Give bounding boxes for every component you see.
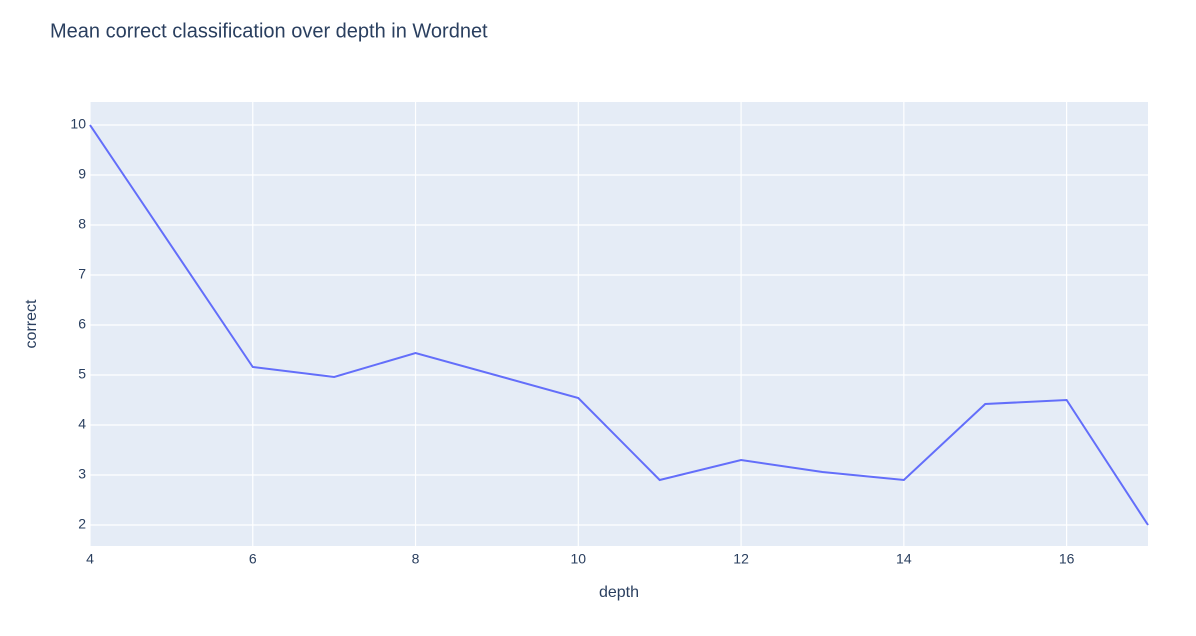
x-tick-label: 16 xyxy=(1059,551,1075,567)
y-tick-label: 4 xyxy=(78,416,86,432)
plot-area xyxy=(90,102,1148,546)
y-tick-label: 2 xyxy=(78,516,86,532)
x-tick-label: 14 xyxy=(896,551,912,567)
y-tick-label: 7 xyxy=(78,266,86,282)
x-tick-label: 4 xyxy=(86,551,94,567)
y-tick-label: 3 xyxy=(78,466,86,482)
x-tick-label: 8 xyxy=(412,551,420,567)
y-tick-label: 10 xyxy=(70,116,86,132)
chart-title: Mean correct classification over depth i… xyxy=(50,20,488,42)
y-tick-label: 8 xyxy=(78,216,86,232)
line-series xyxy=(89,124,1149,526)
y-axis-label: correct xyxy=(23,299,40,348)
y-tick-label: 6 xyxy=(78,316,86,332)
x-tick-label: 12 xyxy=(733,551,749,567)
x-tick-label: 6 xyxy=(249,551,257,567)
x-tick-label: 10 xyxy=(571,551,587,567)
x-axis-label: depth xyxy=(599,584,639,601)
y-tick-label: 5 xyxy=(78,366,86,382)
y-tick-label: 9 xyxy=(78,166,86,182)
